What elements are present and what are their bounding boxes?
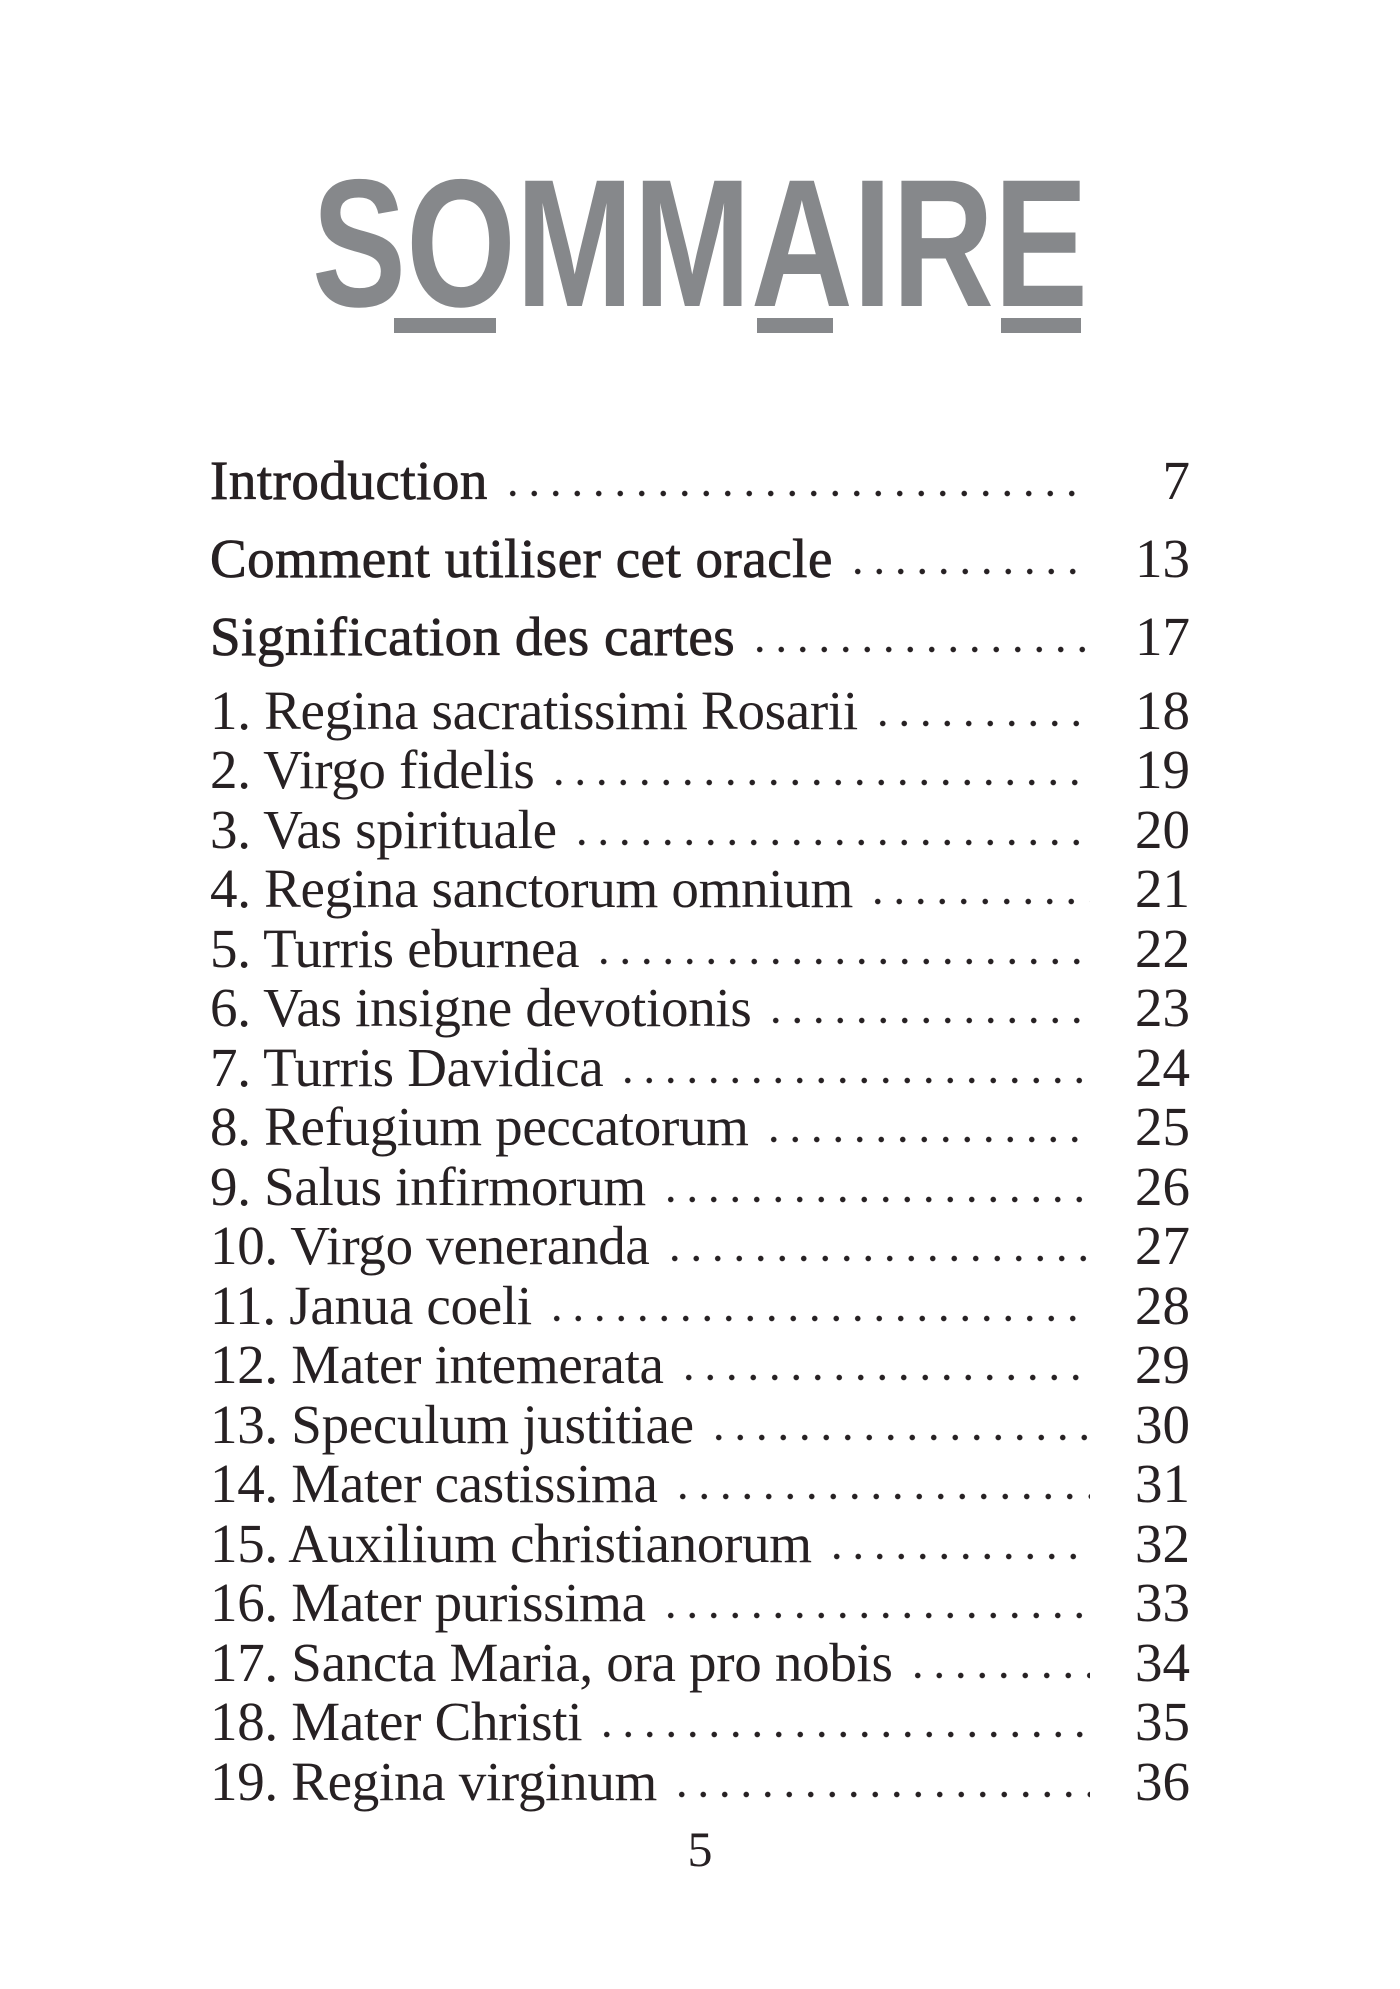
toc-row[interactable]: Comment utiliser cet oracle 13 <box>210 512 1190 590</box>
dot-leader <box>871 719 1090 727</box>
dot-leader <box>671 1790 1090 1798</box>
dot-leader <box>866 898 1090 905</box>
dot-leader <box>570 838 1090 846</box>
toc-entry-label: 19. Regina virginum <box>210 1750 658 1812</box>
toc-row[interactable]: 18. Mater Christi 35 <box>210 1691 1190 1754</box>
toc-row[interactable]: 15. Auxilium christianorum 32 <box>210 1512 1190 1575</box>
toc-entry-page-number: 17 <box>1135 606 1190 667</box>
toc-row[interactable]: 6. Vas insigne devotionis 23 <box>210 977 1190 1040</box>
toc-row[interactable]: 19. Regina virginum 36 <box>210 1750 1190 1813</box>
title-underline <box>1001 318 1081 333</box>
dot-leader <box>545 1314 1090 1322</box>
title-underline <box>757 318 833 333</box>
toc-entry-label: 9. Salus infirmorum <box>210 1155 646 1217</box>
toc-row[interactable]: 11. Janua coeli 28 <box>210 1274 1190 1337</box>
toc-entry-page-number: 29 <box>1135 1334 1190 1395</box>
dot-leader <box>677 1374 1090 1381</box>
dot-leader <box>548 779 1090 786</box>
toc-entry-page-number: 30 <box>1135 1393 1190 1455</box>
toc-entry-page-number: 7 <box>1162 450 1191 511</box>
dot-leader <box>659 1195 1090 1203</box>
toc-entry-label: 6. Vas insigne devotionis <box>210 977 752 1038</box>
toc-row[interactable]: 13. Speculum justitiae 30 <box>210 1393 1190 1456</box>
toc-entry-page-number: 18 <box>1135 679 1190 741</box>
toc-entry-page-number: 36 <box>1135 1750 1190 1812</box>
title-underline <box>394 318 496 333</box>
toc-entry-label: 11. Janua coeli <box>210 1274 532 1336</box>
toc-entry-page-number: 26 <box>1135 1155 1190 1217</box>
toc-row[interactable]: 2. Virgo fidelis 19 <box>210 739 1190 802</box>
dot-leader <box>825 1552 1090 1560</box>
toc-entry-label: 17. Sancta Maria, ora pro nobis <box>210 1631 893 1693</box>
toc-entry-label: 10. Virgo veneranda <box>210 1215 650 1276</box>
dot-leader <box>707 1433 1090 1441</box>
toc-entry-label: 12. Mater intemerata <box>210 1334 664 1395</box>
toc-entry-page-number: 35 <box>1135 1691 1190 1752</box>
toc-row[interactable]: 16. Mater purissima 33 <box>210 1572 1190 1635</box>
dot-leader <box>762 1136 1090 1143</box>
toc-row[interactable]: 17. Sancta Maria, ora pro nobis 34 <box>210 1631 1190 1694</box>
page-title: SOMMAIRE <box>312 168 1088 348</box>
dot-leader <box>593 957 1090 965</box>
toc-entry-label: 1. Regina sacratissimi Rosarii <box>210 679 858 741</box>
toc-entry-page-number: 32 <box>1135 1512 1190 1574</box>
dot-leader <box>617 1076 1090 1084</box>
toc-entry-page-number: 20 <box>1135 798 1190 860</box>
folio-page-number: 5 <box>687 1821 713 1877</box>
toc-entry-page-number: 27 <box>1135 1215 1190 1276</box>
toc-entry-page-number: 19 <box>1135 739 1190 800</box>
toc-entry-label: Signification des cartes <box>210 606 736 668</box>
dot-leader <box>659 1612 1090 1619</box>
dot-leader <box>906 1671 1090 1679</box>
toc-entry-label: 13. Speculum justitiae <box>210 1393 694 1455</box>
page-title-text: SOMMAIRE <box>312 168 1088 345</box>
dot-leader <box>663 1255 1090 1262</box>
toc-entry-label: 8. Refugium peccatorum <box>210 1096 749 1157</box>
toc-row[interactable]: 9. Salus infirmorum 26 <box>210 1155 1190 1218</box>
table-of-contents: Introduction 7 Comment utiliser cet orac… <box>210 434 1190 1813</box>
toc-entry-label: 2. Virgo fidelis <box>210 739 535 800</box>
toc-entry-label: 5. Turris eburnea <box>210 917 580 979</box>
dot-leader <box>749 646 1090 653</box>
dot-leader <box>501 490 1090 497</box>
toc-entry-label: Introduction <box>210 450 488 512</box>
dot-leader <box>596 1731 1090 1738</box>
toc-row[interactable]: 5. Turris eburnea 22 <box>210 917 1190 980</box>
toc-row[interactable]: 7. Turris Davidica 24 <box>210 1036 1190 1099</box>
toc-entry-page-number: 25 <box>1135 1096 1190 1157</box>
toc-entry-label: 18. Mater Christi <box>210 1691 583 1752</box>
toc-row[interactable]: 1. Regina sacratissimi Rosarii 18 <box>210 679 1190 742</box>
toc-entry-page-number: 31 <box>1135 1453 1190 1514</box>
toc-entry-label: 7. Turris Davidica <box>210 1036 604 1098</box>
toc-row[interactable]: 12. Mater intemerata 29 <box>210 1334 1190 1397</box>
toc-row[interactable]: 4. Regina sanctorum omnium 21 <box>210 858 1190 921</box>
toc-row[interactable]: 8. Refugium peccatorum 25 <box>210 1096 1190 1159</box>
toc-entry-page-number: 24 <box>1135 1036 1190 1098</box>
toc-entry-page-number: 34 <box>1135 1631 1190 1693</box>
toc-entry-label: Comment utiliser cet oracle <box>210 528 833 590</box>
toc-row[interactable]: 10. Virgo veneranda 27 <box>210 1215 1190 1278</box>
toc-entry-label: 16. Mater purissima <box>210 1572 646 1633</box>
toc-row[interactable]: Signification des cartes 17 <box>210 590 1190 668</box>
toc-row[interactable]: 14. Mater castissima 31 <box>210 1453 1190 1516</box>
toc-row[interactable]: 3. Vas spirituale 20 <box>210 798 1190 861</box>
dot-leader <box>671 1493 1090 1500</box>
toc-entry-page-number: 21 <box>1135 858 1190 919</box>
toc-entry-label: 14. Mater castissima <box>210 1453 658 1514</box>
toc-entry-label: 4. Regina sanctorum omnium <box>210 858 853 919</box>
dot-leader <box>765 1017 1090 1024</box>
toc-entry-page-number: 33 <box>1135 1572 1190 1633</box>
toc-entry-page-number: 22 <box>1135 917 1190 979</box>
toc-entry-label: 15. Auxilium christianorum <box>210 1512 812 1574</box>
toc-row[interactable]: Introduction 7 <box>210 434 1190 512</box>
toc-entry-page-number: 23 <box>1135 977 1190 1038</box>
toc-entry-page-number: 28 <box>1135 1274 1190 1336</box>
toc-entry-page-number: 13 <box>1135 528 1190 589</box>
dot-leader <box>846 568 1090 575</box>
toc-entry-label: 3. Vas spirituale <box>210 798 557 860</box>
